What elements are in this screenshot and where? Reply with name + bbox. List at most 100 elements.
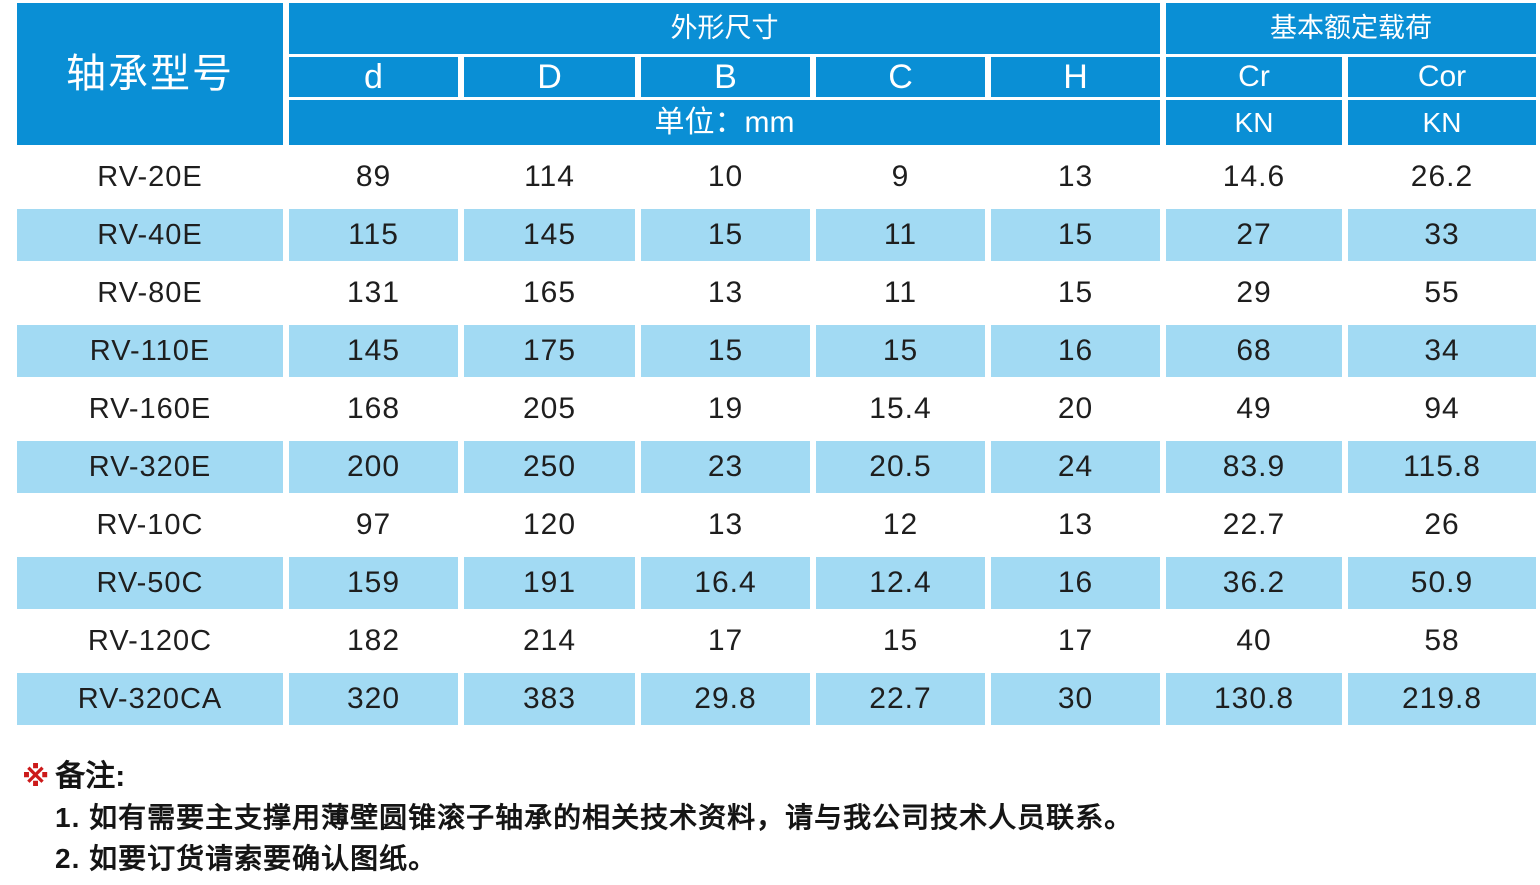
value-cell-C: 12	[882, 508, 919, 541]
model-cell: RV-320CA	[17, 673, 283, 725]
value-cell-C: 20.5	[816, 441, 985, 493]
table-row: RV-20E 89 114 10 9 13 14.6 26.2	[17, 151, 1536, 203]
value-cell-D: 214	[522, 624, 577, 657]
value-cell-Cr: 130.8	[1166, 673, 1342, 725]
value-cell-B: 13	[707, 508, 744, 541]
table-row: RV-40E 115 145 15 11 15 27 33	[17, 209, 1536, 261]
value-cell-H: 24	[991, 441, 1160, 493]
value-cell-C: 22.7	[816, 673, 985, 725]
value-cell-d: 97	[355, 508, 392, 541]
model-cell: RV-10C	[96, 508, 204, 541]
value-cell-H: 30	[991, 673, 1160, 725]
value-cell-d: 159	[289, 557, 458, 609]
column-header-Cr: Cr	[1166, 57, 1342, 97]
model-cell: RV-80E	[97, 276, 203, 309]
value-cell-B: 10	[707, 160, 744, 193]
value-cell-D: 145	[464, 209, 635, 261]
table-row: RV-160E 168 205 19 15.4 20 49 94	[17, 383, 1536, 435]
value-cell-C: 11	[883, 276, 918, 309]
table-row: RV-50C 159 191 16.4 12.4 16 36.2 50.9	[17, 557, 1536, 609]
note-marker-icon: ※	[22, 761, 50, 792]
table-row: RV-320E 200 250 23 20.5 24 83.9 115.8	[17, 441, 1536, 493]
value-cell-d: 168	[346, 392, 401, 425]
value-cell-Cor: 50.9	[1348, 557, 1536, 609]
table-row: RV-320CA 320 383 29.8 22.7 30 130.8 219.…	[17, 673, 1536, 725]
value-cell-D: 205	[522, 392, 577, 425]
value-cell-H: 15	[1057, 276, 1094, 309]
value-cell-D: 175	[464, 325, 635, 377]
value-cell-Cr: 49	[1236, 392, 1272, 425]
value-cell-d: 200	[289, 441, 458, 493]
notes-section: ※ 备注: 1. 如有需要主支撑用薄壁圆锥滚子轴承的相关技术资料，请与我公司技术人…	[17, 757, 1540, 879]
notes-title: ※ 备注:	[22, 757, 1540, 797]
model-cell: RV-320E	[17, 441, 283, 493]
value-cell-H: 17	[1057, 624, 1094, 657]
value-cell-Cor: 115.8	[1348, 441, 1536, 493]
value-cell-B: 15	[641, 209, 810, 261]
value-cell-Cr: 83.9	[1166, 441, 1342, 493]
model-cell: RV-160E	[88, 392, 212, 425]
value-cell-C: 15	[816, 325, 985, 377]
value-cell-Cor: 33	[1348, 209, 1536, 261]
table-row: RV-120C 182 214 17 15 17 40 58	[17, 615, 1536, 667]
note-item-2: 2. 如要订货请索要确认图纸。	[55, 843, 438, 874]
table-row: RV-80E 131 165 13 11 15 29 55	[17, 267, 1536, 319]
column-header-C: C	[816, 57, 985, 97]
value-cell-Cor: 26	[1424, 508, 1460, 541]
value-cell-C: 12.4	[816, 557, 985, 609]
value-cell-D: 383	[464, 673, 635, 725]
value-cell-B: 13	[707, 276, 744, 309]
value-cell-B: 23	[641, 441, 810, 493]
unit-kn-cr: KN	[1166, 100, 1342, 145]
value-cell-d: 89	[355, 160, 392, 193]
note-item-1: 1. 如有需要主支撑用薄壁圆锥滚子轴承的相关技术资料，请与我公司技术人员联系。	[55, 802, 1134, 833]
value-cell-H: 13	[1057, 160, 1094, 193]
value-cell-C: 15	[882, 624, 919, 657]
notes-title-label: 备注:	[55, 760, 126, 793]
value-cell-Cr: 27	[1166, 209, 1342, 261]
value-cell-Cr: 14.6	[1222, 160, 1286, 193]
value-cell-d: 320	[289, 673, 458, 725]
value-cell-D: 120	[522, 508, 577, 541]
value-cell-Cr: 22.7	[1222, 508, 1286, 541]
value-cell-B: 15	[641, 325, 810, 377]
dimensions-group-header: 外形尺寸	[289, 3, 1160, 54]
value-cell-Cor: 55	[1424, 276, 1460, 309]
unit-label: 单位：mm	[289, 100, 1160, 145]
model-cell: RV-50C	[17, 557, 283, 609]
value-cell-D: 165	[522, 276, 577, 309]
table-row: RV-10C 97 120 13 12 13 22.7 26	[17, 499, 1536, 551]
model-cell: RV-120C	[87, 624, 213, 657]
column-header-B: B	[641, 57, 810, 97]
value-cell-H: 20	[1057, 392, 1094, 425]
model-column-header: 轴承型号	[17, 3, 283, 145]
value-cell-D: 191	[464, 557, 635, 609]
value-cell-C: 11	[816, 209, 985, 261]
value-cell-C: 9	[891, 160, 910, 193]
value-cell-B: 19	[707, 392, 744, 425]
value-cell-d: 131	[346, 276, 401, 309]
value-cell-H: 16	[991, 557, 1160, 609]
column-header-H: H	[991, 57, 1160, 97]
unit-kn-cor: KN	[1348, 100, 1536, 145]
value-cell-D: 114	[524, 160, 575, 193]
value-cell-Cor: 219.8	[1348, 673, 1536, 725]
column-header-Cor: Cor	[1348, 57, 1536, 97]
model-cell: RV-20E	[97, 160, 203, 193]
model-cell: RV-110E	[17, 325, 283, 377]
value-cell-H: 13	[1057, 508, 1094, 541]
value-cell-Cr: 29	[1236, 276, 1272, 309]
value-cell-Cr: 36.2	[1166, 557, 1342, 609]
column-header-D: D	[464, 57, 635, 97]
value-cell-C: 15.4	[869, 392, 932, 425]
value-cell-H: 15	[991, 209, 1160, 261]
value-cell-Cor: 26.2	[1410, 160, 1474, 193]
value-cell-Cor: 34	[1348, 325, 1536, 377]
value-cell-D: 250	[464, 441, 635, 493]
value-cell-d: 115	[289, 209, 458, 261]
load-group-header: 基本额定载荷	[1166, 3, 1536, 54]
table-row: RV-110E 145 175 15 15 16 68 34	[17, 325, 1536, 377]
value-cell-Cr: 68	[1166, 325, 1342, 377]
column-header-d: d	[289, 57, 458, 97]
value-cell-Cor: 94	[1424, 392, 1460, 425]
